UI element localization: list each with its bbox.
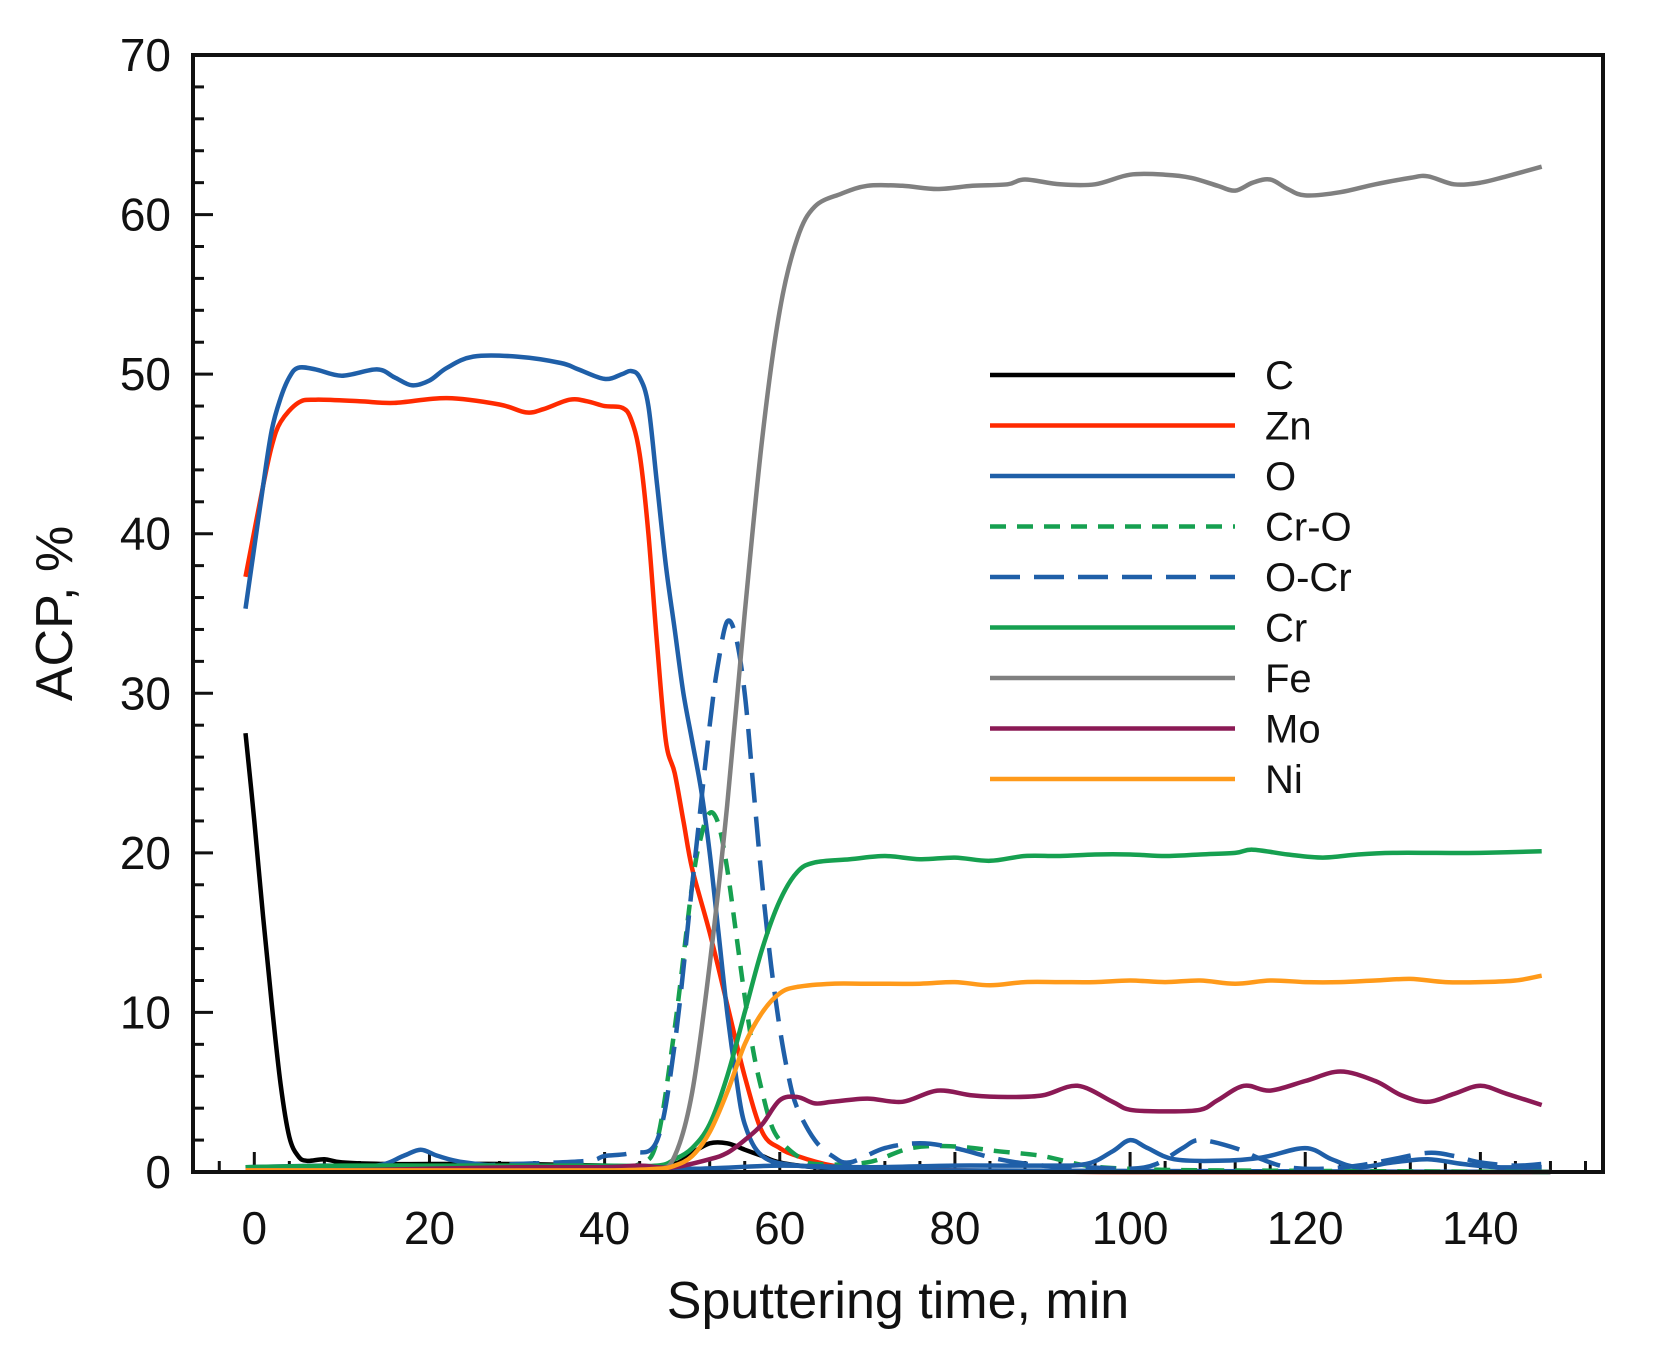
x-tick-label: 60 [754, 1202, 805, 1254]
legend-label-mo: Mo [1265, 708, 1321, 752]
series-line-zn [243, 395, 1551, 1175]
series-line-cr [245, 847, 1542, 1170]
x-tick-labels: 0 20 40 60 80 100 120 140 [242, 1202, 1519, 1254]
x-tick-label: 20 [404, 1202, 455, 1254]
y-tick-label: 70 [120, 29, 171, 81]
legend-label-o: O [1265, 455, 1296, 499]
series-line-c [243, 732, 1551, 1175]
x-tick-label: 120 [1267, 1202, 1344, 1254]
y-tick-label: 30 [120, 667, 171, 719]
axis-ticks [193, 53, 1587, 1174]
legend-label-ni: Ni [1265, 758, 1303, 802]
x-tick-label: 80 [929, 1202, 980, 1254]
plot-frame [191, 53, 1605, 1174]
legend-label-c: C [1265, 354, 1294, 398]
y-tick-label: 50 [120, 348, 171, 400]
series-line-o-tail [245, 1137, 1542, 1172]
y-tick-labels: 0 10 20 30 40 50 60 70 [120, 29, 171, 1198]
y-tick-label: 0 [145, 1146, 171, 1198]
legend-label-cr: Cr [1265, 607, 1307, 651]
legend: C Zn O Cr-O O-Cr Cr Fe Mo Ni [990, 354, 1352, 802]
y-axis-title: ACP, % [26, 526, 84, 701]
series-line-ni [245, 973, 1543, 1173]
y-tick-label: 10 [120, 986, 171, 1038]
legend-label-fe: Fe [1265, 657, 1312, 701]
x-tick-label: 140 [1442, 1202, 1519, 1254]
series-line-mo [245, 1069, 1543, 1173]
x-tick-label: 40 [579, 1202, 630, 1254]
legend-label-o-cr: O-Cr [1265, 556, 1352, 600]
legend-label-zn: Zn [1265, 405, 1312, 449]
x-axis-title: Sputtering time, min [667, 1272, 1129, 1330]
plot-series [243, 164, 1551, 1175]
x-tick-label: 0 [242, 1202, 268, 1254]
series-line-o [243, 353, 1551, 1175]
series-line-o-cr [245, 618, 1542, 1173]
x-tick-label: 100 [1092, 1202, 1169, 1254]
series-line-fe [245, 164, 1543, 1173]
series-line-cr-o [245, 810, 1551, 1175]
y-tick-label: 40 [120, 508, 171, 560]
legend-label-cr-o: Cr-O [1265, 506, 1352, 550]
y-tick-label: 60 [120, 189, 171, 241]
y-tick-label: 20 [120, 827, 171, 879]
